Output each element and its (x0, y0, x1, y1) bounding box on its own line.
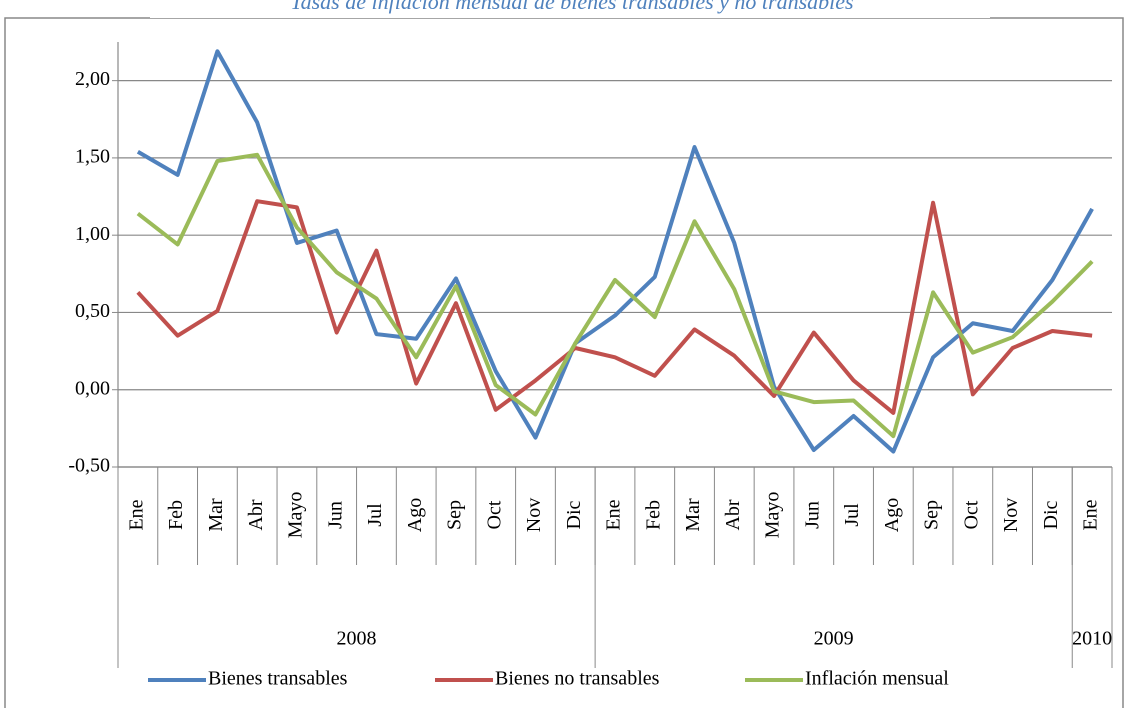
title-backdrop (150, 0, 990, 18)
x-tick-label: Abr (722, 499, 744, 530)
x-tick-label: Nov (523, 498, 545, 532)
x-tick-label: Abr (245, 499, 267, 530)
y-tick-label: 1,00 (75, 223, 110, 245)
y-tick-label: 0,50 (75, 300, 110, 322)
x-tick-label: Sep (921, 500, 943, 530)
y-tick-label: 1,50 (75, 146, 110, 168)
x-tick-label: Jul (364, 503, 386, 527)
chart-title: Tasas de inflación mensual de bienes tra… (290, 0, 853, 14)
x-tick-label: Ago (404, 498, 426, 532)
year-label: 2010 (1072, 628, 1112, 650)
x-tick-label: Oct (483, 500, 505, 529)
x-tick-label: Mayo (285, 492, 307, 539)
x-tick-label: Oct (960, 500, 982, 529)
x-tick-label: Ene (125, 499, 147, 530)
x-tick-label: Ene (603, 499, 625, 530)
x-tick-label: Ene (1080, 499, 1102, 530)
x-tick-label: Nov (1000, 498, 1022, 532)
x-tick-label: Mayo (762, 492, 784, 539)
x-tick-label: Jul (841, 503, 863, 527)
series-line (136, 49, 1094, 454)
x-tick-label: Dic (1040, 500, 1062, 529)
legend-label: Bienes no transables (495, 668, 660, 690)
y-tick-label: -0,50 (68, 455, 110, 477)
x-tick-label: Jun (324, 501, 346, 529)
x-tick-label: Feb (642, 500, 664, 530)
year-label: 2009 (814, 628, 854, 650)
x-tick-label: Mar (682, 498, 704, 532)
x-tick-label: Feb (165, 500, 187, 530)
legend-label: Bienes transables (208, 668, 348, 690)
x-tick-label: Dic (563, 500, 585, 529)
x-tick-label: Ago (881, 498, 903, 532)
x-tick-label: Sep (444, 500, 466, 530)
legend-label: Inflación mensual (805, 668, 949, 690)
series-line (136, 152, 1094, 439)
x-tick-label: Mar (205, 498, 227, 532)
year-label: 2008 (337, 628, 377, 650)
series-line (136, 199, 1093, 415)
y-tick-label: 0,00 (75, 377, 110, 399)
y-tick-label: 2,00 (75, 68, 110, 90)
x-tick-label: Jun (801, 501, 823, 529)
